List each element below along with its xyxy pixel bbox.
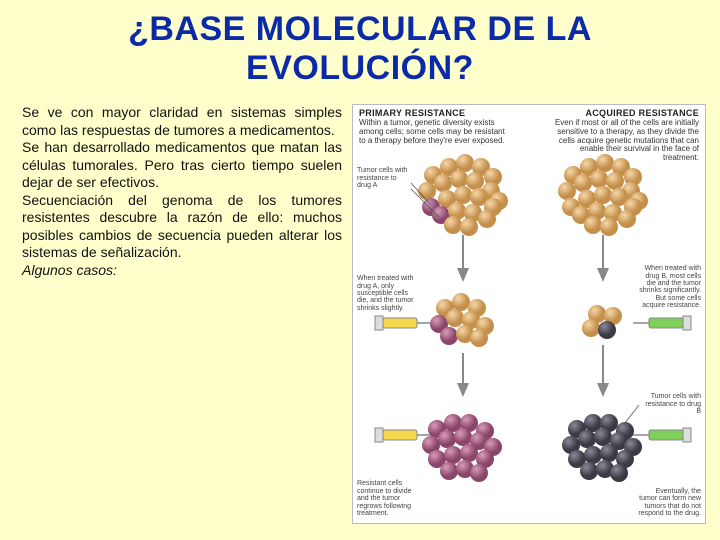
tumor-top-right [558, 154, 648, 236]
title-line-2: EVOLUCIÓN? [246, 49, 474, 87]
tumor-mid-right [582, 305, 622, 339]
syringe-yellow-1 [375, 316, 433, 330]
final-line: Algunos casos: [22, 262, 117, 278]
title-line-1: ¿BASE MOLECULAR DE LA [128, 10, 592, 48]
tumor-bot-left [422, 414, 502, 482]
tumor-diagram-svg [353, 105, 703, 525]
syringe-green-1 [633, 316, 691, 330]
content-row: Se ve con mayor claridad en sistemas sim… [0, 94, 720, 534]
tumor-mid-left [430, 293, 494, 347]
paragraph-text: Se ve con mayor claridad en sistemas sim… [22, 104, 342, 260]
body-text: Se ve con mayor claridad en sistemas sim… [22, 104, 342, 524]
tumor-top-left [418, 154, 508, 236]
syringe-green-2 [633, 428, 691, 442]
tumor-bot-right [562, 414, 642, 482]
resistance-figure: PRIMARY RESISTANCE Within a tumor, genet… [352, 104, 706, 524]
